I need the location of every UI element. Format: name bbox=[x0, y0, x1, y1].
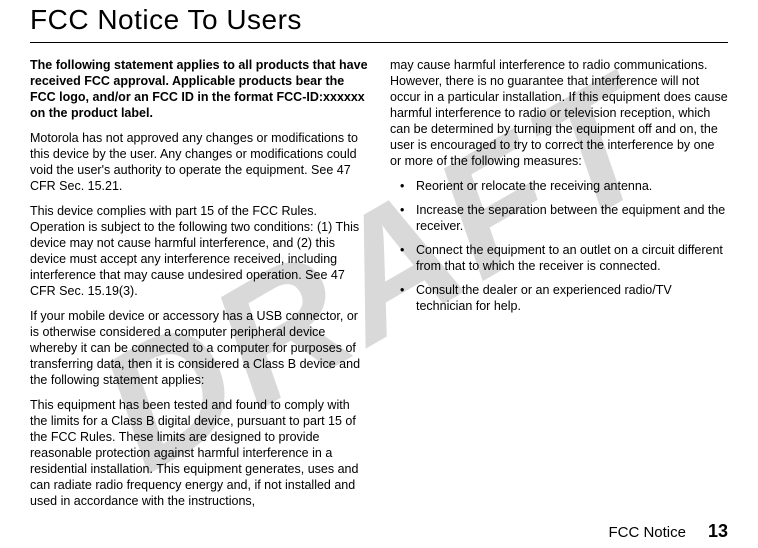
left-column: The following statement applies to all p… bbox=[30, 57, 368, 518]
page-content: FCC Notice To Users The following statem… bbox=[0, 0, 758, 518]
list-item: Reorient or relocate the receiving anten… bbox=[390, 178, 728, 194]
part15-paragraph: This device complies with part 15 of the… bbox=[30, 203, 368, 299]
footer-page-number: 13 bbox=[708, 521, 728, 542]
interference-paragraph: may cause harmful interference to radio … bbox=[390, 57, 728, 169]
modifications-paragraph: Motorola has not approved any changes or… bbox=[30, 130, 368, 194]
list-item: Connect the equipment to an outlet on a … bbox=[390, 242, 728, 274]
intro-statement: The following statement applies to all p… bbox=[30, 57, 368, 121]
footer-section-label: FCC Notice bbox=[608, 524, 686, 541]
two-column-layout: The following statement applies to all p… bbox=[30, 57, 728, 518]
right-column: may cause harmful interference to radio … bbox=[390, 57, 728, 518]
usb-classb-paragraph: If your mobile device or accessory has a… bbox=[30, 308, 368, 388]
page-footer: FCC Notice 13 bbox=[608, 521, 728, 542]
list-item: Consult the dealer or an experienced rad… bbox=[390, 282, 728, 314]
measures-list: Reorient or relocate the receiving anten… bbox=[390, 178, 728, 314]
page-title: FCC Notice To Users bbox=[30, 4, 728, 43]
list-item: Increase the separation between the equi… bbox=[390, 202, 728, 234]
classb-limits-paragraph: This equipment has been tested and found… bbox=[30, 397, 368, 509]
